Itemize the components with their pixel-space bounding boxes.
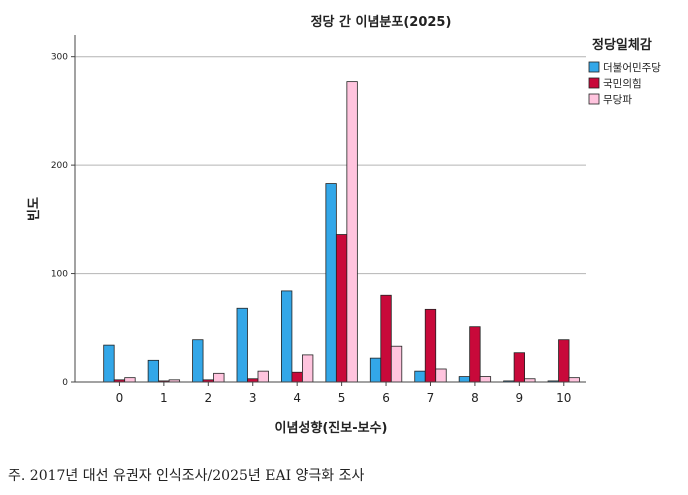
bar xyxy=(369,357,382,383)
bar xyxy=(103,344,115,383)
x-tick-label: 10 xyxy=(556,391,571,405)
x-tick-label: 8 xyxy=(471,391,479,405)
axes xyxy=(74,35,586,383)
legend-title: 정당일체감 xyxy=(592,37,652,53)
bar xyxy=(424,308,437,383)
y-axis-label: 빈도 xyxy=(26,197,42,221)
legend-swatch xyxy=(588,77,600,89)
y-tick-label: 0 xyxy=(62,378,68,388)
x-tick-label: 3 xyxy=(249,391,257,405)
y-tick-label: 300 xyxy=(51,53,68,63)
x-tick-label: 2 xyxy=(204,391,212,405)
x-axis-label: 이념성향(진보-보수) xyxy=(275,420,388,436)
bar xyxy=(414,370,426,383)
y-tick-label: 100 xyxy=(51,270,68,280)
legend-label: 더불어민주당 xyxy=(603,62,661,74)
bar xyxy=(513,352,525,383)
bar xyxy=(469,326,481,383)
bar xyxy=(558,339,570,383)
x-tick-label: 7 xyxy=(427,391,435,405)
bar xyxy=(458,376,471,383)
x-axis-ticks: 0 1 2 3 4 5 6 7 8 9 10 xyxy=(116,382,571,405)
bar xyxy=(236,307,248,383)
bar xyxy=(568,377,580,383)
bar xyxy=(192,339,204,383)
x-tick-label: 4 xyxy=(293,391,301,405)
legend-swatch xyxy=(588,61,600,73)
legend-swatch xyxy=(588,93,600,105)
bar xyxy=(335,234,348,383)
x-tick-label: 5 xyxy=(338,391,346,405)
y-tick-label: 200 xyxy=(51,161,68,171)
bar xyxy=(390,345,403,383)
bar xyxy=(380,294,392,383)
bar xyxy=(257,370,269,383)
chart-title: 정당 간 이념분포(2025) xyxy=(311,14,452,30)
x-tick-label: 0 xyxy=(116,391,124,405)
bar xyxy=(124,377,136,383)
legend-label: 무당파 xyxy=(603,94,632,106)
bar xyxy=(213,372,225,383)
y-axis-ticks: 0 100 200 300 xyxy=(51,53,75,388)
bar xyxy=(302,354,314,383)
bar xyxy=(435,368,447,383)
bar xyxy=(147,359,160,383)
bar xyxy=(325,183,337,383)
x-tick-label: 1 xyxy=(160,391,168,405)
legend-label: 국민의힘 xyxy=(603,78,642,90)
bar xyxy=(291,371,303,383)
bar xyxy=(479,376,492,383)
bars xyxy=(103,81,580,383)
bar xyxy=(281,290,293,383)
bar xyxy=(346,81,358,383)
x-tick-label: 6 xyxy=(382,391,390,405)
footnote: 주. 2017년 대선 유권자 인식조사/2025년 EAI 양극화 조사 xyxy=(8,468,365,484)
x-tick-label: 9 xyxy=(516,391,524,405)
